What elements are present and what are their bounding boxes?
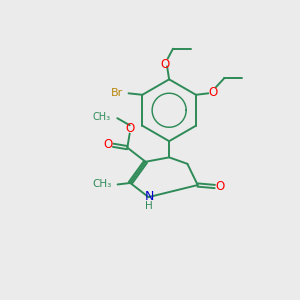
Text: H: H <box>145 201 153 211</box>
Text: O: O <box>125 122 134 135</box>
Text: O: O <box>215 180 225 193</box>
Text: CH₃: CH₃ <box>93 112 111 122</box>
Text: O: O <box>208 86 217 99</box>
Text: O: O <box>103 138 112 151</box>
Text: O: O <box>160 58 169 70</box>
Text: Br: Br <box>110 88 123 98</box>
Text: N: N <box>144 190 154 203</box>
Text: CH₃: CH₃ <box>92 179 112 190</box>
